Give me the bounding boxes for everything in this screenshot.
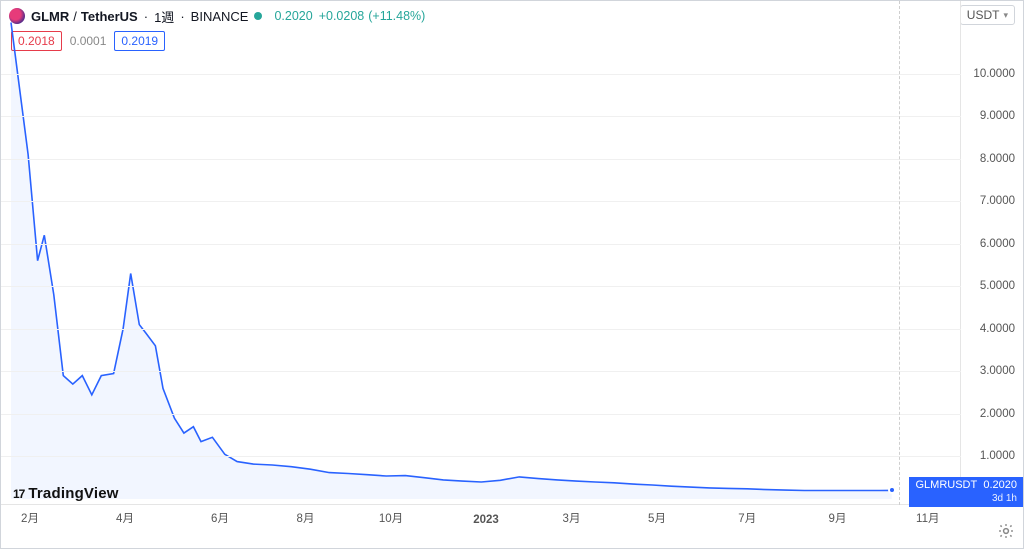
grid-line — [1, 116, 961, 117]
y-tick-label: 10.0000 — [973, 68, 1015, 80]
time-axis[interactable]: 2月 4月 6月 8月 10月 2023 3月 5月 7月 9月 11月 — [1, 505, 961, 548]
grid-line — [1, 456, 961, 457]
settings-gear-icon[interactable] — [997, 522, 1015, 540]
grid-line — [1, 371, 961, 372]
y-tick-label: 5.0000 — [980, 280, 1015, 292]
grid-line — [1, 329, 961, 330]
session-divider — [899, 1, 900, 505]
price-line-svg — [1, 1, 963, 507]
tv-mark-icon: 17 — [13, 487, 24, 501]
grid-line — [1, 414, 961, 415]
x-tick-label: 4月 — [116, 510, 134, 526]
tradingview-logo[interactable]: 17 TradingView — [13, 485, 119, 502]
price-tag-symbol: GLMRUSDT — [915, 479, 977, 491]
x-tick-label: 6月 — [211, 510, 229, 526]
grid-line — [1, 201, 961, 202]
x-tick-label: 11月 — [916, 510, 939, 526]
x-tick-label: 10月 — [379, 510, 403, 526]
price-tag-countdown: 3d 1h — [915, 492, 1017, 505]
y-tick-label: 3.0000 — [980, 365, 1015, 377]
x-tick-label: 2月 — [21, 510, 39, 526]
y-tick-label: 8.0000 — [980, 153, 1015, 165]
last-price-dot — [888, 486, 896, 494]
grid-line — [1, 244, 961, 245]
y-tick-label: 7.0000 — [980, 195, 1015, 207]
grid-line — [1, 74, 961, 75]
chart-root: GLMR / TetherUS · 1週 · BINANCE 0.2020 +0… — [0, 0, 1024, 549]
y-tick-label: 1.0000 — [980, 450, 1015, 462]
price-tag: GLMRUSDT 0.2020 3d 1h — [909, 477, 1023, 507]
price-tag-value: 0.2020 — [983, 479, 1017, 491]
x-tick-label: 2023 — [473, 514, 499, 526]
x-tick-label: 7月 — [738, 510, 756, 526]
x-tick-label: 8月 — [297, 510, 315, 526]
x-tick-label: 9月 — [829, 510, 847, 526]
plot-area[interactable] — [1, 1, 961, 505]
tv-logo-text: TradingView — [28, 485, 118, 502]
grid-line — [1, 159, 961, 160]
y-tick-label: 6.0000 — [980, 238, 1015, 250]
y-tick-label: 9.0000 — [980, 110, 1015, 122]
price-axis[interactable]: 10.0000 9.0000 8.0000 7.0000 6.0000 5.0000 4.0… — [961, 1, 1023, 505]
y-tick-label: 2.0000 — [980, 408, 1015, 420]
y-tick-label: 4.0000 — [980, 323, 1015, 335]
x-tick-label: 5月 — [648, 510, 666, 526]
grid-line — [1, 286, 961, 287]
x-tick-label: 3月 — [563, 510, 581, 526]
